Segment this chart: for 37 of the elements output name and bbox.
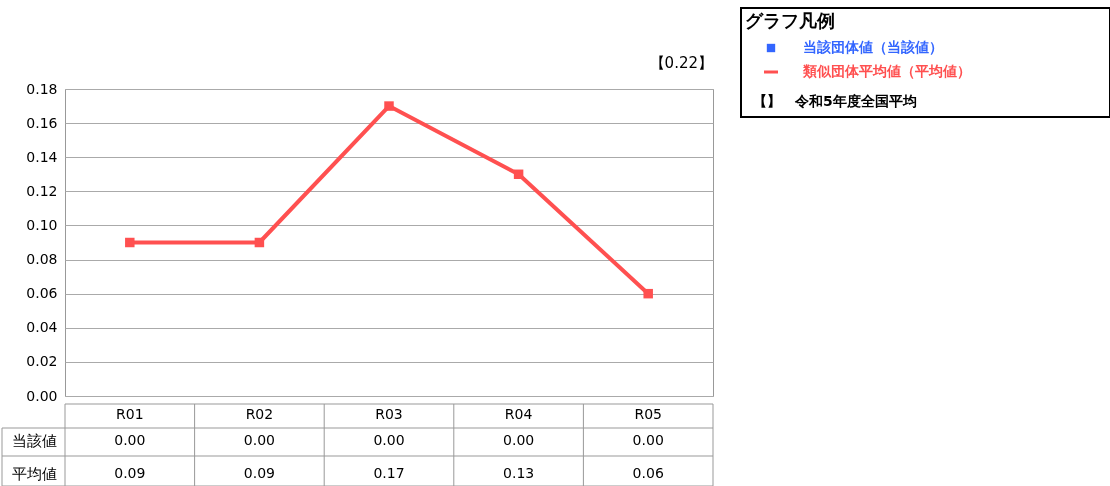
data-label: 0.09 <box>114 465 146 481</box>
x-tick-label: R05 <box>634 406 662 422</box>
legend-title: グラフ凡例 <box>745 10 835 31</box>
legend-label: 類似団体平均値（平均値） <box>802 63 971 79</box>
text: 平均値 <box>11 465 57 483</box>
data-label: 0.00 <box>503 432 535 448</box>
x-tick-label: R04 <box>504 406 533 422</box>
y-tick-label: 0.04 <box>26 319 58 336</box>
data-label: 0.00 <box>243 432 275 448</box>
point <box>384 101 394 111</box>
point <box>254 237 265 248</box>
legend-label: 当該団体値（当該値） <box>803 39 943 55</box>
data-label: 0.13 <box>503 465 535 481</box>
point <box>125 237 135 248</box>
data-label: 0.06 <box>632 465 664 481</box>
data-label: 0.09 <box>243 465 275 481</box>
y-tick-label: 0.14 <box>26 148 58 165</box>
y-tick-label: 0.06 <box>26 285 58 302</box>
y-tick-label: 0.18 <box>26 80 58 97</box>
y-tick-label: 0.12 <box>26 182 58 199</box>
text: 当該値 <box>11 432 57 450</box>
text: 【】 令和5年度全国平均 <box>753 93 917 109</box>
y-tick-label: 0.00 <box>26 387 58 404</box>
x-tick-label: R01 <box>116 406 144 422</box>
x-tick-label: R03 <box>375 406 403 422</box>
data-label: 0.00 <box>373 432 405 448</box>
y-tick-label: 0.10 <box>26 216 58 233</box>
y-tick-label: 0.16 <box>26 114 58 131</box>
y-tick-label: 0.02 <box>26 353 58 370</box>
data-label: 0.00 <box>114 432 146 448</box>
point <box>643 288 653 299</box>
data-label: 0.17 <box>373 465 405 481</box>
text: 【0.22】 <box>649 54 713 72</box>
x-tick-label: R02 <box>245 406 274 422</box>
y-tick-label: 0.08 <box>26 251 58 268</box>
data-label: 0.00 <box>632 432 664 448</box>
point <box>513 169 524 180</box>
